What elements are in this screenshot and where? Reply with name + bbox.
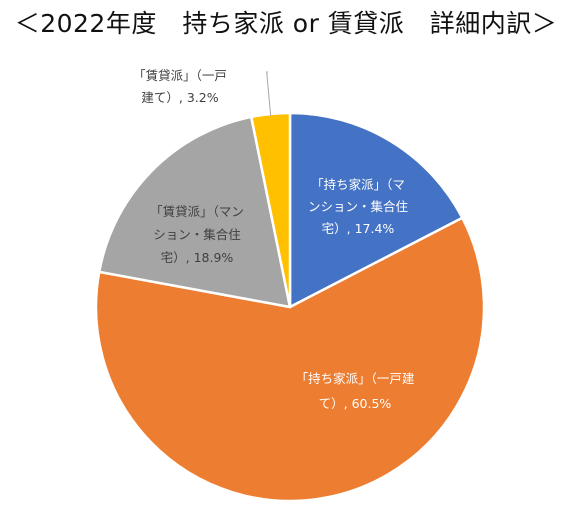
pie-slice-2 <box>94 216 486 503</box>
data-label-line: 「持ち家派」（一戸建 <box>296 371 415 386</box>
data-labels: 「持ち家派」（マンション・集合住宅）, 17.4% 「持ち家派」（一戸建て）, 6… <box>133 68 415 411</box>
data-label-line: 「賃貸派」（一戸 <box>133 68 227 83</box>
data-label-4: 「賃貸派」（一戸建て）, 3.2% <box>133 68 227 105</box>
leader-lines <box>266 71 272 117</box>
pie-slices <box>94 111 486 503</box>
data-label-line: ンション・集合住 <box>308 199 409 214</box>
data-label-2: 「持ち家派」（一戸建て）, 60.5% <box>296 371 415 411</box>
data-label-1: 「持ち家派」（マンション・集合住宅）, 17.4% <box>308 177 409 236</box>
data-label-line: て）, 60.5% <box>319 396 392 411</box>
data-label-3: 「賃貸派」（マンション・集合住宅）, 18.9% <box>150 204 244 265</box>
data-label-line: 建て）, 3.2% <box>141 90 218 105</box>
data-label-line: 「持ち家派」（マ <box>311 177 405 192</box>
chart-title: ＜2022年度 持ち家派 or 賃貸派 詳細内訳＞ <box>14 9 558 38</box>
data-label-line: 宅）, 18.9% <box>161 250 234 265</box>
data-label-line: ション・集合住 <box>153 227 241 242</box>
pie-slice-3 <box>97 115 292 309</box>
leader-line <box>266 71 272 117</box>
pie-slice-1 <box>288 111 464 309</box>
data-label-line: 宅）, 17.4% <box>322 221 395 236</box>
data-label-line: 「賃貸派」（マン <box>150 204 244 219</box>
